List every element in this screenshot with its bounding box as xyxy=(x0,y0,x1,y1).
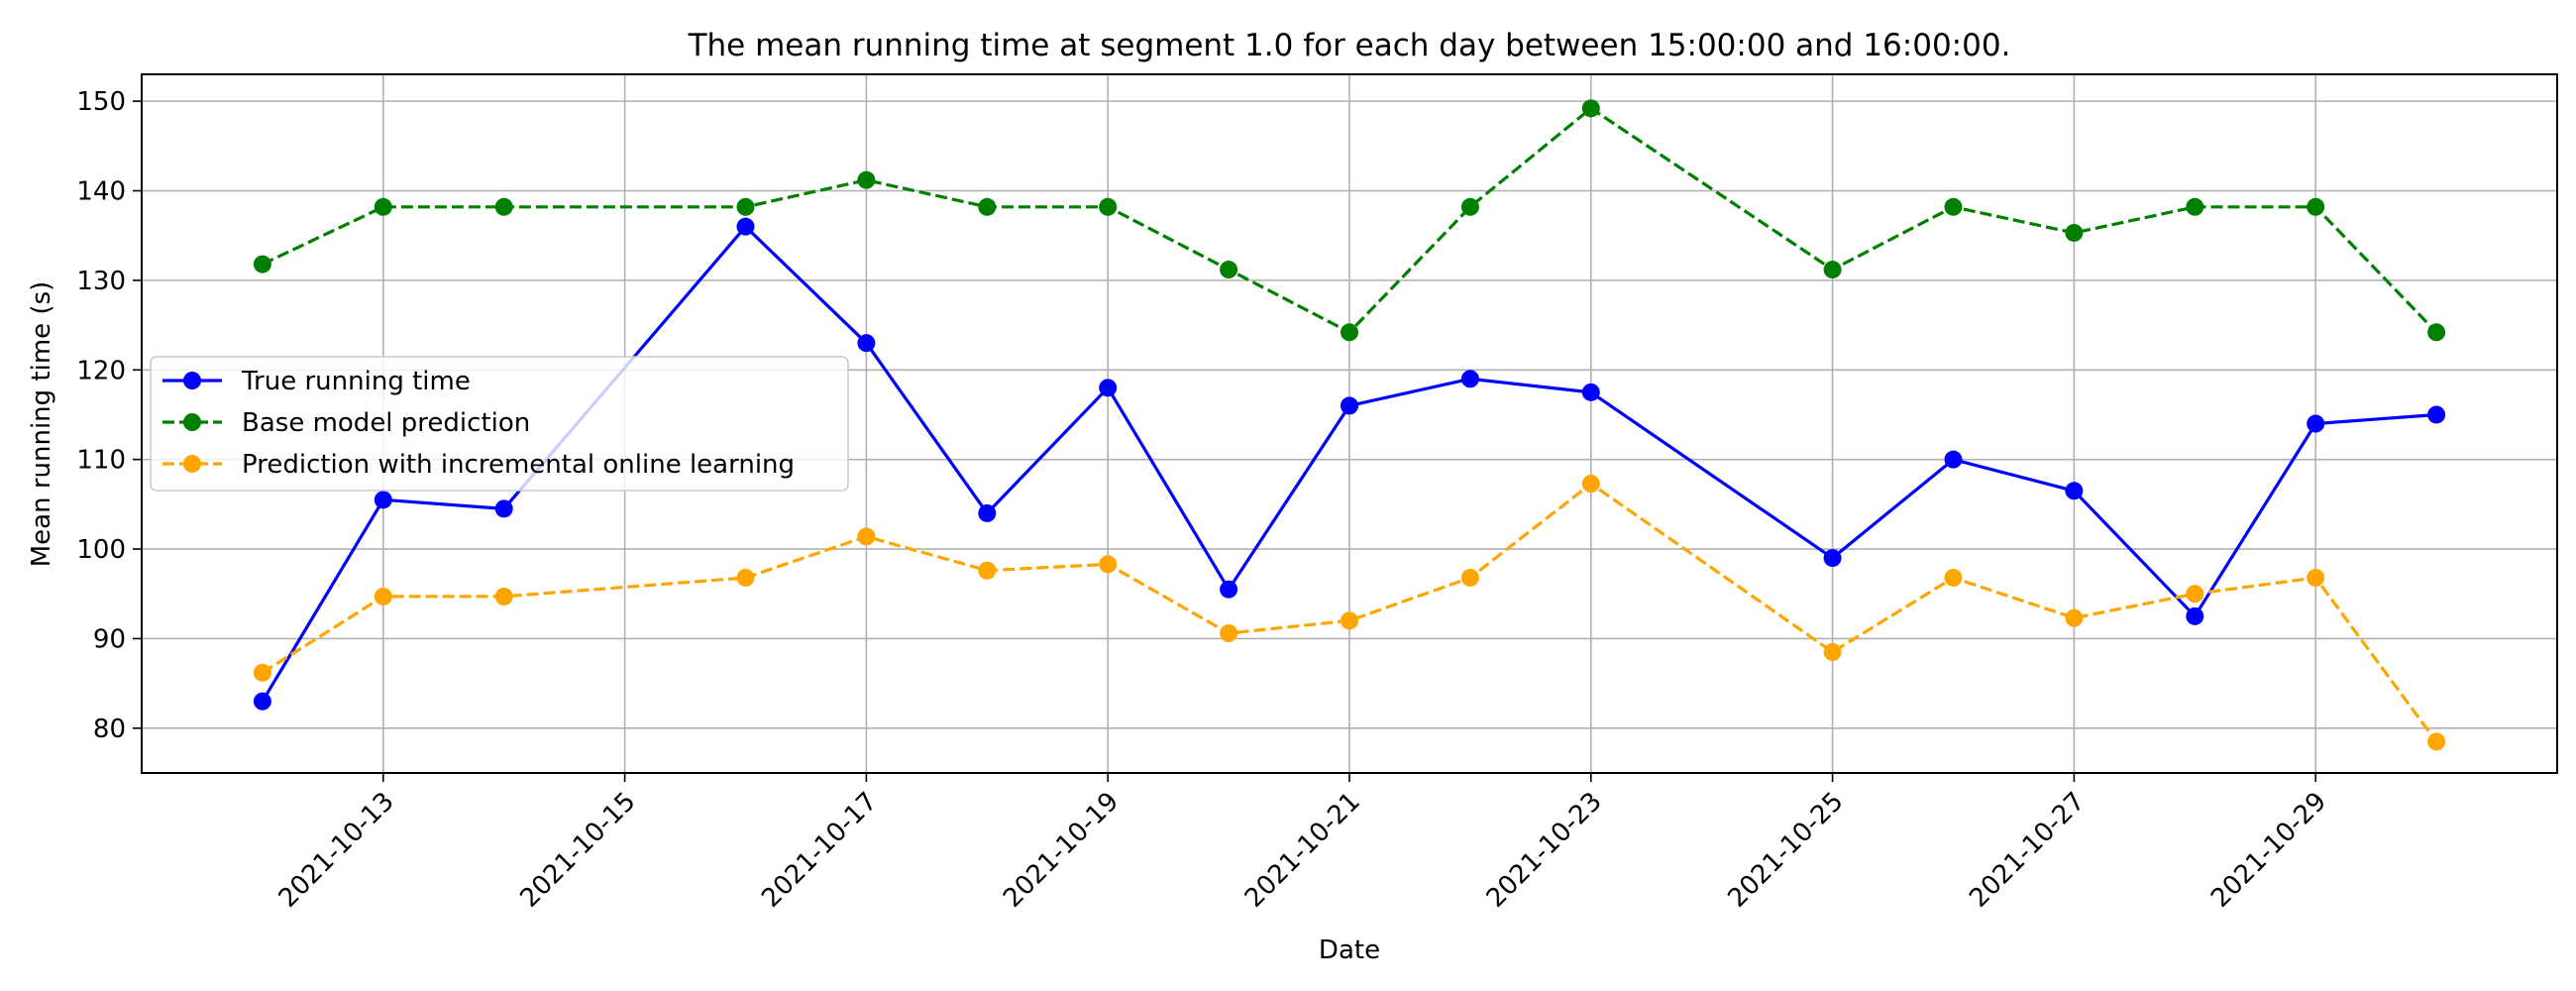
legend-marker xyxy=(183,413,201,431)
data-point xyxy=(2065,608,2084,627)
data-point xyxy=(2186,606,2204,625)
data-point xyxy=(1944,197,1963,216)
data-point xyxy=(736,568,755,587)
data-point xyxy=(1944,568,1963,587)
data-point xyxy=(2065,223,2084,242)
data-point xyxy=(1220,624,1238,642)
y-tick-label: 80 xyxy=(93,715,126,744)
data-point xyxy=(857,170,876,189)
data-point xyxy=(1220,261,1238,279)
y-tick-label: 90 xyxy=(93,624,126,654)
data-point xyxy=(857,527,876,546)
data-point xyxy=(2427,323,2446,342)
chart-title: The mean running time at segment 1.0 for… xyxy=(688,28,2011,63)
data-point xyxy=(1460,370,1479,388)
grid xyxy=(142,74,2557,773)
data-point xyxy=(1220,580,1238,599)
data-point xyxy=(1581,99,1600,118)
data-point xyxy=(978,197,997,216)
y-tick-label: 150 xyxy=(76,87,126,117)
data-point xyxy=(736,197,755,216)
legend-marker xyxy=(183,455,201,473)
data-point xyxy=(978,561,997,580)
data-point xyxy=(374,197,392,216)
legend-label: True running time xyxy=(241,367,471,396)
series-layer xyxy=(253,99,2446,751)
legend-label: Prediction with incremental online learn… xyxy=(242,450,795,480)
data-point xyxy=(494,587,513,606)
data-point xyxy=(2307,568,2325,587)
data-point xyxy=(1099,379,1118,397)
data-point xyxy=(857,334,876,353)
y-tick-label: 100 xyxy=(76,535,126,565)
legend: True running time Base model prediction Pr… xyxy=(150,356,849,492)
data-point xyxy=(2186,197,2204,216)
series-base-model-prediction xyxy=(253,99,2446,342)
y-tick-label: 140 xyxy=(76,177,126,207)
data-point xyxy=(494,197,513,216)
data-point xyxy=(2186,585,2204,604)
data-point xyxy=(2427,405,2446,424)
legend-label: Base model prediction xyxy=(242,408,530,438)
data-point xyxy=(2065,482,2084,500)
x-axis-label: Date xyxy=(1319,936,1380,965)
data-point xyxy=(1460,568,1479,587)
y-tick-label: 130 xyxy=(76,267,126,296)
data-point xyxy=(1341,611,1358,630)
data-point xyxy=(494,499,513,518)
legend-marker xyxy=(183,372,201,389)
data-point xyxy=(374,587,392,606)
data-point xyxy=(253,255,271,274)
data-point xyxy=(2307,197,2325,216)
data-point xyxy=(736,217,755,236)
data-point xyxy=(253,663,271,682)
data-point xyxy=(1581,475,1600,494)
data-point xyxy=(1944,450,1963,469)
data-point xyxy=(1460,197,1479,216)
data-point xyxy=(1099,555,1118,574)
data-point xyxy=(2307,414,2325,433)
series-true-running-time xyxy=(253,217,2446,711)
data-point xyxy=(1823,642,1842,661)
data-point xyxy=(1099,197,1118,216)
data-point xyxy=(1581,383,1600,401)
data-point xyxy=(1341,396,1358,415)
data-point xyxy=(2427,732,2446,751)
y-tick-label: 110 xyxy=(76,446,126,476)
data-point xyxy=(253,692,271,711)
legend-box xyxy=(150,356,849,492)
data-point xyxy=(1823,549,1842,568)
data-point xyxy=(978,503,997,522)
y-axis-label: Mean running time (s) xyxy=(27,281,56,568)
series-prediction-with-incremental-online-learning xyxy=(253,475,2446,751)
data-point xyxy=(1341,323,1358,342)
data-point xyxy=(1823,261,1842,279)
data-point xyxy=(374,491,392,509)
y-tick-label: 120 xyxy=(76,356,126,385)
